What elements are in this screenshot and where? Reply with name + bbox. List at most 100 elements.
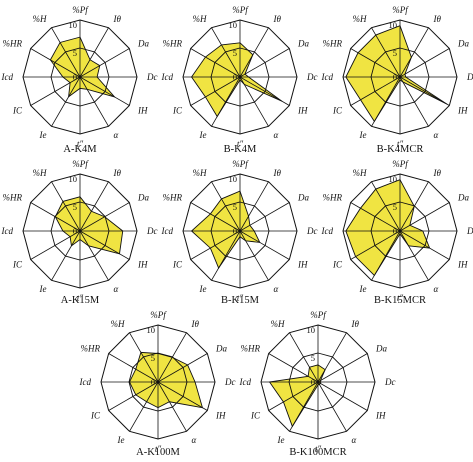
axis-label-ie: Ie (39, 284, 47, 294)
axis-label-: α (434, 284, 439, 294)
tick-label-10: 10 (229, 20, 238, 30)
axis-label-da: Da (375, 344, 387, 354)
axis-label-icd: Icd (161, 226, 174, 236)
axis-label-t: t″ (77, 293, 84, 303)
spoke (30, 202, 81, 232)
spoke (399, 76, 429, 127)
axis-label-dc: Dc (466, 226, 473, 236)
tick-label-0: 0 (233, 226, 237, 236)
axis-label-ih: IH (457, 106, 468, 116)
spoke (399, 76, 450, 106)
spoke (51, 27, 81, 78)
spoke (239, 230, 269, 281)
radar-panel-a-k4m: %Pf Iθ Da Dc IH α t″ Ie IC Icd %HR %H 0 5 10 A-K4M (1, 5, 158, 155)
tick-label-10: 10 (69, 20, 78, 30)
axis-label-ih: IH (457, 260, 468, 270)
spoke (157, 353, 208, 383)
axis-label-t: t″ (397, 293, 404, 303)
radar-panel-a-k100m: %Pf Iθ Da Dc IH α t″ Ie IC Icd %HR %H 0 5 10 A-K100M (79, 310, 236, 458)
axis-label-pct-hr: %HR (162, 39, 182, 49)
axis-label-pct-h: %H (353, 168, 367, 178)
spoke (129, 381, 159, 432)
axis-label-pct-hr: %HR (80, 344, 100, 354)
axis-label-pct-h: %H (353, 14, 367, 24)
axis-label-da: Da (137, 39, 149, 49)
spoke (30, 48, 81, 78)
axis-label-t: t″ (77, 139, 84, 149)
spoke (350, 76, 401, 106)
axis-label-pct-h: %H (193, 168, 207, 178)
axis-label-i: Iθ (433, 14, 442, 24)
spoke (371, 76, 401, 127)
spoke (399, 48, 450, 78)
axis-label-: α (352, 435, 357, 445)
panel-title: B-K15M (221, 295, 260, 306)
tick-label-5: 5 (73, 48, 77, 58)
spoke (239, 76, 290, 106)
spoke (399, 181, 429, 232)
axis-label-dc: Dc (224, 377, 236, 387)
axis-label-dc: Dc (306, 226, 318, 236)
axis-label-pct-h: %H (193, 14, 207, 24)
axis-label-da: Da (215, 344, 227, 354)
axis-label-pct-hr: %HR (2, 39, 22, 49)
tick-label-5: 5 (393, 48, 397, 58)
panel-title: B-K4M (224, 144, 257, 155)
axis-label-pct-pf: %Pf (72, 5, 89, 15)
spoke (79, 202, 130, 232)
axis-label-dc: Dc (306, 72, 318, 82)
spoke (30, 230, 81, 260)
radar-panel-b-k15mcr: %Pf Iθ Da Dc IH α t″ Ie IC Icd %HR %H 0 5 10 B-K15MCR (321, 159, 473, 306)
radar-panel-b-k4mcr: %Pf Iθ Da Dc IH α t″ Ie IC Icd %HR %H 0 5 10 B-K4MCR (321, 5, 473, 155)
axis-label-ie: Ie (359, 130, 367, 140)
axis-label-icd: Icd (1, 226, 14, 236)
radar-panel-b-k100mcr: %Pf Iθ Da Dc IH α t″ Ie IC Icd %HR %H 0 5 10 B-K100MCR (239, 310, 396, 458)
spoke (239, 230, 290, 260)
spoke (350, 48, 401, 78)
spoke (79, 230, 130, 260)
spoke (239, 27, 269, 78)
axis-label-ic: IC (332, 260, 343, 270)
axis-label-ih: IH (375, 411, 386, 421)
radar-panel-b-k15m: %Pf Iθ Da Dc IH α t″ Ie IC Icd %HR %H 0 5 10 B-K15M (161, 159, 318, 306)
spoke (289, 381, 319, 432)
spoke (350, 230, 401, 260)
axis-label-t: t″ (155, 444, 162, 454)
tick-label-10: 10 (389, 174, 398, 184)
axis-label-ic: IC (172, 260, 183, 270)
spoke (350, 202, 401, 232)
axis-label-ih: IH (297, 106, 308, 116)
spoke (239, 181, 269, 232)
spoke (317, 381, 368, 411)
axis-label-: α (114, 284, 119, 294)
axis-label-dc: Dc (466, 72, 473, 82)
panel-title: A-K15M (61, 295, 100, 306)
tick-label-5: 5 (233, 202, 237, 212)
tick-label-10: 10 (69, 174, 78, 184)
axis-label-pct-pf: %Pf (310, 310, 327, 320)
axis-label-icd: Icd (1, 72, 14, 82)
tick-label-0: 0 (393, 72, 397, 82)
tick-label-5: 5 (73, 202, 77, 212)
spoke (79, 76, 109, 127)
axis-label-i: Iθ (273, 14, 282, 24)
spoke (268, 381, 319, 411)
axis-label-i: Iθ (433, 168, 442, 178)
spoke (190, 76, 241, 106)
axis-label-icd: Icd (321, 226, 334, 236)
axis-label-ic: IC (250, 411, 261, 421)
spoke (157, 332, 187, 383)
axis-label-t: t″ (397, 139, 404, 149)
radar-panel-b-k4m: %Pf Iθ Da Dc IH α t″ Ie IC Icd %HR %H 0 5 10 B-K4M (161, 5, 318, 155)
spoke (239, 48, 290, 78)
spoke (190, 202, 241, 232)
spoke (239, 76, 269, 127)
tick-label-0: 0 (311, 377, 315, 387)
axis-label-: α (192, 435, 197, 445)
spoke (157, 381, 208, 411)
axis-label-t: t″ (237, 139, 244, 149)
panel-title: B-K4MCR (377, 144, 424, 155)
axis-label-ie: Ie (277, 435, 285, 445)
axis-label-ie: Ie (359, 284, 367, 294)
axis-label-: α (114, 130, 119, 140)
